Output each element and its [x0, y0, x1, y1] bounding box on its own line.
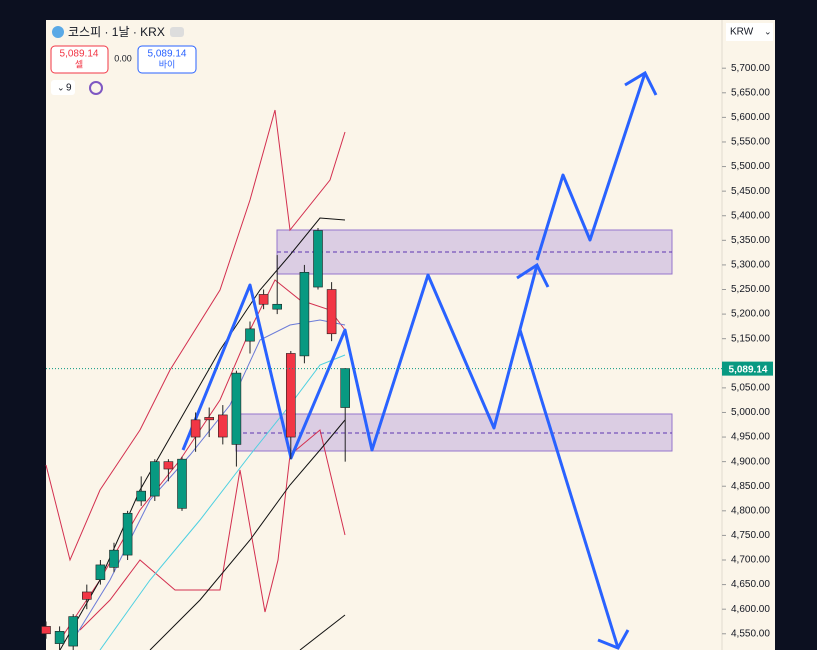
y-tick-label: 5,700.00 — [731, 63, 770, 74]
y-tick-label: 5,250.00 — [731, 284, 770, 295]
y-tick-label: 4,550.00 — [731, 628, 770, 639]
indicator-line — [99, 354, 346, 650]
projection-path — [181, 264, 539, 460]
symbol: 코스피 · 1날 · KRX — [68, 25, 165, 39]
candle-body — [150, 461, 160, 497]
indicator-count: 9 — [66, 83, 72, 94]
projection-path — [518, 329, 620, 649]
candle-body — [231, 372, 242, 445]
last-price-label: 5,089.14 — [729, 364, 768, 375]
candle-body — [272, 303, 283, 310]
candle-body — [163, 461, 174, 470]
candle-body — [340, 368, 351, 408]
y-tick-label: 5,200.00 — [731, 309, 770, 320]
y-tick-label: 4,850.00 — [731, 481, 770, 492]
y-tick-label: 5,500.00 — [731, 161, 770, 172]
y-tick-label: 5,650.00 — [731, 87, 770, 98]
buy-button[interactable] — [137, 45, 197, 74]
candle-body — [95, 564, 106, 580]
arrow-head — [516, 262, 550, 288]
chevron: ⌄ — [57, 82, 65, 92]
y-tick-label: 5,150.00 — [731, 333, 770, 344]
candle-body — [177, 458, 187, 509]
y-tick-label: 5,350.00 — [731, 235, 770, 246]
y-tick-label: 4,750.00 — [731, 530, 770, 541]
chart-panel — [46, 20, 775, 650]
y-tick-label: 5,300.00 — [731, 260, 770, 271]
y-tick-label: 4,900.00 — [731, 456, 770, 467]
candle-body — [218, 414, 228, 438]
candle-body — [258, 294, 269, 305]
candle-body — [190, 419, 201, 438]
candle-body — [299, 271, 310, 357]
candle-body — [82, 591, 92, 600]
y-tick-label: 4,600.00 — [731, 604, 770, 615]
y-tick-label: 4,800.00 — [731, 505, 770, 516]
candle-body — [41, 626, 51, 635]
y-tick-label: 5,400.00 — [731, 210, 770, 221]
sync-icon[interactable] — [89, 81, 103, 95]
last-price-box — [722, 361, 773, 376]
indicator-toggle[interactable] — [51, 80, 75, 95]
arrow-head — [597, 629, 630, 650]
buy-price: 5,089.14 — [148, 49, 187, 60]
collapse-button[interactable] — [170, 27, 184, 37]
candle-body — [68, 616, 78, 647]
candle-body — [136, 490, 146, 502]
sell-button[interactable] — [50, 45, 109, 74]
buy-label: 바이 — [159, 59, 176, 69]
currency: KRW — [730, 27, 754, 38]
y-tick-label: 5,450.00 — [731, 186, 770, 197]
candle-body — [245, 328, 255, 342]
y-tick-label: 5,050.00 — [731, 383, 770, 394]
indicator-line — [59, 279, 346, 641]
candle-body — [204, 417, 214, 421]
indicator-line — [299, 614, 346, 650]
candle-body — [313, 230, 323, 288]
y-tick-label: 4,700.00 — [731, 555, 770, 566]
projection-path — [535, 72, 647, 261]
indicator-line — [79, 429, 346, 631]
y-tick-label: 5,600.00 — [731, 112, 770, 123]
candle-body — [326, 289, 337, 335]
y-tick-label: 5,550.00 — [731, 137, 770, 148]
candle-body — [122, 512, 133, 556]
arrow-head — [624, 70, 658, 96]
candle-body — [54, 631, 65, 644]
symbol-icon — [52, 26, 64, 38]
plot-area — [41, 70, 673, 650]
y-tick-label: 4,950.00 — [731, 432, 770, 443]
indicator-line — [149, 419, 346, 650]
spread: 0.00 — [114, 53, 132, 63]
sell-price: 5,089.14 — [60, 49, 99, 60]
candle-body — [285, 353, 296, 438]
currency-chevron: ⌄ — [764, 26, 772, 36]
indicator-line — [45, 109, 346, 562]
y-tick-label: 4,650.00 — [731, 579, 770, 590]
y-tick-label: 5,000.00 — [731, 407, 770, 418]
candle-body — [109, 549, 119, 568]
sell-label: 셀 — [75, 59, 83, 69]
currency-box[interactable] — [726, 23, 773, 41]
